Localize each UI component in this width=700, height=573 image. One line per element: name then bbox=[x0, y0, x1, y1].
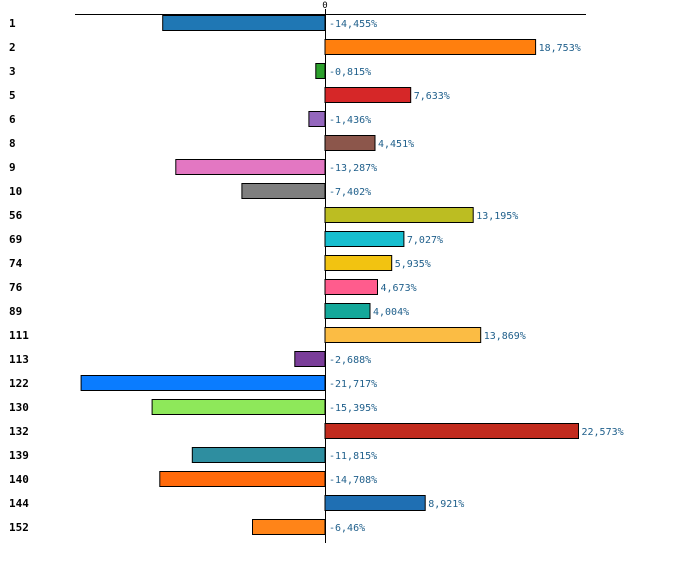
category-label-6: 6 bbox=[9, 113, 16, 126]
category-label-10: 10 bbox=[9, 185, 22, 198]
category-label-76: 76 bbox=[9, 281, 23, 294]
bar-89 bbox=[324, 303, 371, 319]
bars-group: 1 -14,455% 2 18,753% 3 -0,815% 5 7,633% 6 -1,436%… bbox=[9, 15, 624, 535]
value-label-1: -14,455% bbox=[329, 19, 377, 30]
value-label-113: -2,688% bbox=[329, 355, 371, 366]
value-label-122: -21,717% bbox=[329, 379, 377, 390]
bar-69 bbox=[324, 231, 405, 247]
value-label-6: -1,436% bbox=[329, 115, 371, 126]
bar-132 bbox=[324, 423, 579, 439]
category-label-2: 2 bbox=[9, 41, 16, 54]
bar-122 bbox=[80, 375, 326, 391]
value-label-5: 7,633% bbox=[414, 91, 450, 102]
category-label-132: 132 bbox=[9, 425, 29, 438]
category-label-122: 122 bbox=[9, 377, 29, 390]
bar-76 bbox=[324, 279, 378, 295]
category-label-74: 74 bbox=[9, 257, 23, 270]
category-label-139: 139 bbox=[9, 449, 29, 462]
value-label-130: -15,395% bbox=[329, 403, 377, 414]
category-label-152: 152 bbox=[9, 521, 29, 534]
zero-tick-label: 0 bbox=[322, 1, 327, 11]
value-label-9: -13,287% bbox=[329, 163, 377, 174]
bar-139 bbox=[191, 447, 326, 463]
category-label-130: 130 bbox=[9, 401, 29, 414]
bar-3 bbox=[315, 63, 326, 79]
category-label-5: 5 bbox=[9, 89, 16, 102]
value-label-152: -6,46% bbox=[329, 523, 365, 534]
bar-111 bbox=[324, 327, 482, 343]
category-label-140: 140 bbox=[9, 473, 29, 486]
category-label-113: 113 bbox=[9, 353, 29, 366]
bar-113 bbox=[294, 351, 326, 367]
value-label-144: 8,921% bbox=[428, 499, 464, 510]
bar-5 bbox=[324, 87, 412, 103]
value-label-3: -0,815% bbox=[329, 67, 371, 78]
value-label-2: 18,753% bbox=[539, 43, 581, 54]
bar-8 bbox=[324, 135, 376, 151]
bar-130 bbox=[151, 399, 326, 415]
category-label-111: 111 bbox=[9, 329, 29, 342]
category-label-9: 9 bbox=[9, 161, 16, 174]
bar-152 bbox=[252, 519, 326, 535]
value-label-10: -7,402% bbox=[329, 187, 371, 198]
category-label-8: 8 bbox=[9, 137, 16, 150]
bar-6 bbox=[308, 111, 326, 127]
value-label-56: 13,195% bbox=[476, 211, 518, 222]
category-label-1: 1 bbox=[9, 17, 16, 30]
bar-140 bbox=[159, 471, 326, 487]
bar-74 bbox=[324, 255, 393, 271]
value-label-139: -11,815% bbox=[329, 451, 377, 462]
value-label-69: 7,027% bbox=[407, 235, 443, 246]
bar-144 bbox=[324, 495, 426, 511]
value-label-89: 4,004% bbox=[373, 307, 409, 318]
bar-1 bbox=[162, 15, 326, 31]
value-label-111: 13,869% bbox=[484, 331, 526, 342]
category-label-69: 69 bbox=[9, 233, 22, 246]
value-label-140: -14,708% bbox=[329, 475, 377, 486]
category-label-3: 3 bbox=[9, 65, 16, 78]
bar-56 bbox=[324, 207, 474, 223]
bar-9 bbox=[175, 159, 326, 175]
bar-2 bbox=[324, 39, 537, 55]
value-label-74: 5,935% bbox=[395, 259, 431, 270]
category-label-89: 89 bbox=[9, 305, 22, 318]
category-label-144: 144 bbox=[9, 497, 29, 510]
value-label-76: 4,673% bbox=[381, 283, 417, 294]
category-label-56: 56 bbox=[9, 209, 23, 222]
bar-10 bbox=[241, 183, 326, 199]
value-label-8: 4,451% bbox=[378, 139, 414, 150]
value-label-132: 22,573% bbox=[582, 427, 624, 438]
